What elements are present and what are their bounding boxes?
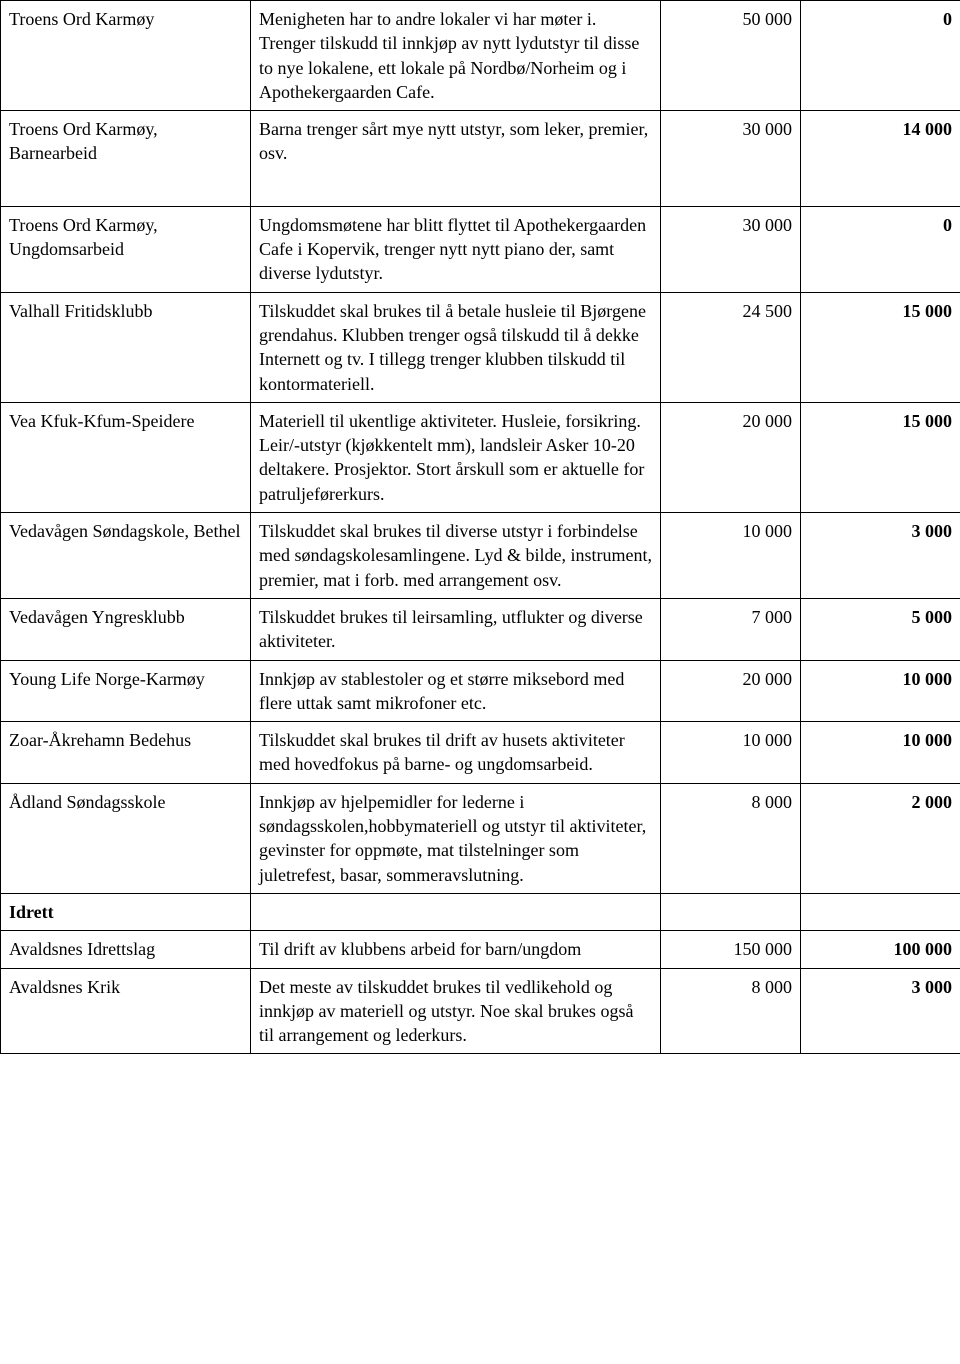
org-name: Young Life Norge-Karmøy — [1, 660, 251, 722]
granted-amount: 14 000 — [801, 111, 960, 207]
org-description: Tilskuddet skal brukes til diverse utsty… — [251, 513, 661, 599]
org-description: Ungdomsmøtene har blitt flyttet til Apot… — [251, 206, 661, 292]
section-header: Idrett — [1, 893, 251, 930]
requested-amount: 30 000 — [661, 111, 801, 207]
table-row: Vea Kfuk-Kfum-SpeidereMateriell til uken… — [1, 402, 960, 512]
org-name: Avaldsnes Idrettslag — [1, 931, 251, 968]
table-row: Troens Ord Karmøy, BarnearbeidBarna tren… — [1, 111, 960, 207]
org-name: Valhall Fritidsklubb — [1, 292, 251, 402]
org-name: Avaldsnes Krik — [1, 968, 251, 1054]
requested-amount: 150 000 — [661, 931, 801, 968]
requested-amount: 8 000 — [661, 968, 801, 1054]
org-name: Vedavågen Yngresklubb — [1, 598, 251, 660]
granted-amount: 15 000 — [801, 402, 960, 512]
granted-amount: 0 — [801, 1, 960, 111]
org-name: Troens Ord Karmøy — [1, 1, 251, 111]
org-description: Tilskuddet skal brukes til å betale husl… — [251, 292, 661, 402]
granted-amount: 100 000 — [801, 931, 960, 968]
org-description: Tilskuddet skal brukes til drift av huse… — [251, 722, 661, 784]
table-row: Young Life Norge-KarmøyInnkjøp av stable… — [1, 660, 960, 722]
requested-amount: 50 000 — [661, 1, 801, 111]
requested-amount: 8 000 — [661, 783, 801, 893]
org-name: Ådland Søndagsskole — [1, 783, 251, 893]
org-description: Tilskuddet brukes til leirsamling, utflu… — [251, 598, 661, 660]
requested-amount: 7 000 — [661, 598, 801, 660]
granted-amount: 3 000 — [801, 513, 960, 599]
org-description: Materiell til ukentlige aktiviteter. Hus… — [251, 402, 661, 512]
table-row: Troens Ord KarmøyMenigheten har to andre… — [1, 1, 960, 111]
requested-amount: 10 000 — [661, 722, 801, 784]
org-name: Zoar-Åkrehamn Bedehus — [1, 722, 251, 784]
requested-amount: 20 000 — [661, 402, 801, 512]
table-row: Idrett — [1, 893, 960, 930]
granted-amount: 3 000 — [801, 968, 960, 1054]
requested-amount: 10 000 — [661, 513, 801, 599]
table-row: Ådland SøndagsskoleInnkjøp av hjelpemidl… — [1, 783, 960, 893]
org-description: Barna trenger sårt mye nytt utstyr, som … — [251, 111, 661, 207]
funding-table: Troens Ord KarmøyMenigheten har to andre… — [0, 0, 960, 1054]
org-name: Vedavågen Søndagskole, Bethel — [1, 513, 251, 599]
granted-amount: 0 — [801, 206, 960, 292]
empty-cell — [661, 893, 801, 930]
org-name: Troens Ord Karmøy, Barnearbeid — [1, 111, 251, 207]
empty-cell — [801, 893, 960, 930]
table-row: Valhall FritidsklubbTilskuddet skal bruk… — [1, 292, 960, 402]
org-description: Menigheten har to andre lokaler vi har m… — [251, 1, 661, 111]
table-row: Avaldsnes IdrettslagTil drift av klubben… — [1, 931, 960, 968]
requested-amount: 20 000 — [661, 660, 801, 722]
empty-cell — [251, 893, 661, 930]
org-description: Det meste av tilskuddet brukes til vedli… — [251, 968, 661, 1054]
granted-amount: 5 000 — [801, 598, 960, 660]
requested-amount: 24 500 — [661, 292, 801, 402]
table-row: Avaldsnes KrikDet meste av tilskuddet br… — [1, 968, 960, 1054]
org-description: Til drift av klubbens arbeid for barn/un… — [251, 931, 661, 968]
table-row: Vedavågen YngresklubbTilskuddet brukes t… — [1, 598, 960, 660]
table-row: Vedavågen Søndagskole, BethelTilskuddet … — [1, 513, 960, 599]
table-row: Troens Ord Karmøy, UngdomsarbeidUngdomsm… — [1, 206, 960, 292]
granted-amount: 10 000 — [801, 660, 960, 722]
table-row: Zoar-Åkrehamn BedehusTilskuddet skal bru… — [1, 722, 960, 784]
requested-amount: 30 000 — [661, 206, 801, 292]
granted-amount: 15 000 — [801, 292, 960, 402]
org-name: Troens Ord Karmøy, Ungdomsarbeid — [1, 206, 251, 292]
granted-amount: 2 000 — [801, 783, 960, 893]
granted-amount: 10 000 — [801, 722, 960, 784]
org-description: Innkjøp av stablestoler og et større mik… — [251, 660, 661, 722]
org-description: Innkjøp av hjelpemidler for lederne i sø… — [251, 783, 661, 893]
org-name: Vea Kfuk-Kfum-Speidere — [1, 402, 251, 512]
